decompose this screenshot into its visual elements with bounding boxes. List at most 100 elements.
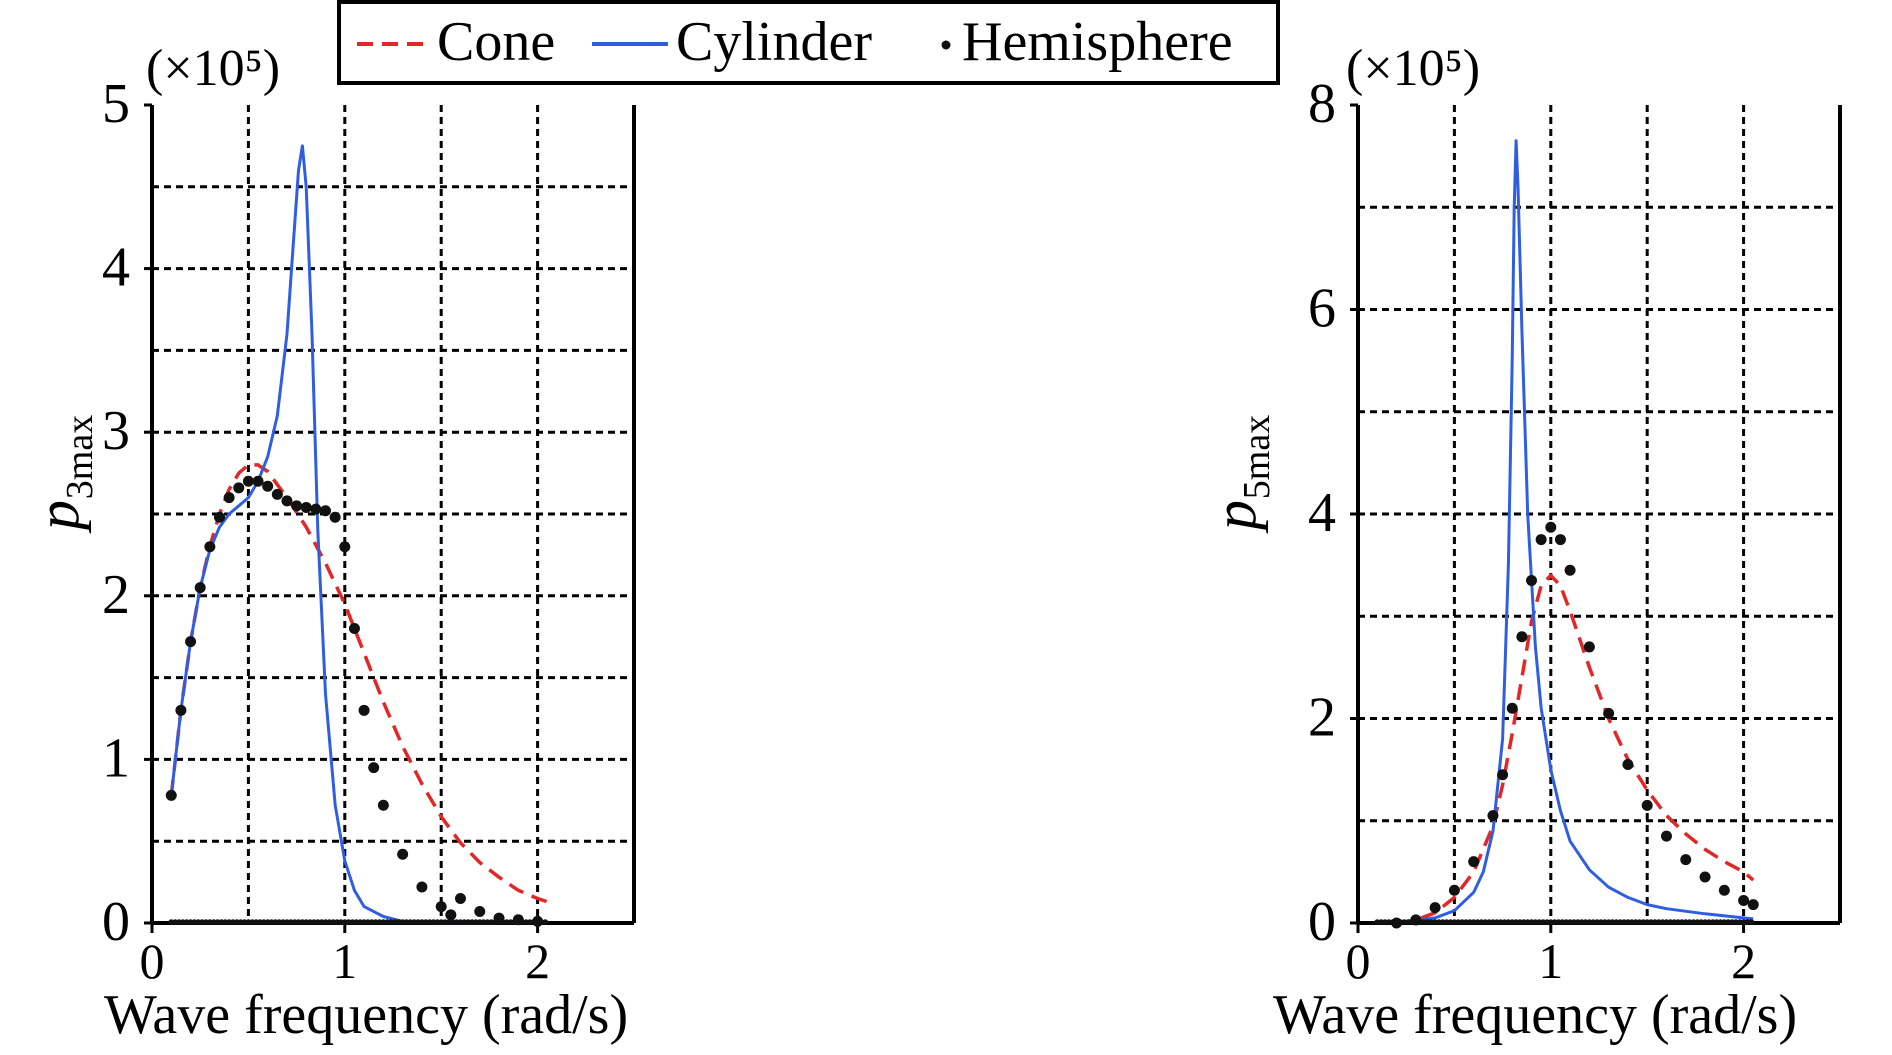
baseline-marker: [1386, 919, 1392, 925]
data-point-hemisphere: [368, 762, 380, 774]
baseline-marker: [326, 919, 333, 925]
x-tick-label: 0: [1346, 933, 1371, 989]
baseline-marker: [249, 919, 256, 925]
legend-hemisphere-swatch: [941, 40, 951, 50]
baseline-marker: [168, 919, 175, 925]
data-point-hemisphere: [233, 482, 245, 494]
baseline-marker: [1509, 919, 1516, 925]
data-point-hemisphere: [348, 623, 360, 635]
data-point-hemisphere: [320, 505, 332, 517]
baseline-marker: [465, 919, 471, 925]
baseline-marker: [1478, 919, 1485, 925]
baseline-marker: [457, 919, 464, 925]
data-point-hemisphere: [329, 511, 341, 523]
data-point-hemisphere: [1699, 871, 1711, 883]
legend-hemisphere-label: Hemisphere: [962, 11, 1233, 73]
baseline-marker: [380, 919, 387, 925]
chart-p5max: (×10⁵) Wave frequency (rad/s) p 5max 0 1 2…: [1202, 40, 1842, 1046]
baseline-marker: [1470, 919, 1477, 925]
baseline-marker: [1494, 919, 1500, 925]
y-tick-label: 6: [1308, 278, 1336, 340]
data-point-hemisphere: [454, 892, 466, 904]
baseline-marker: [245, 919, 252, 925]
chart-p3max-ylabel-main: p: [25, 500, 91, 534]
baseline-marker: [438, 919, 445, 925]
data-point-hemisphere: [271, 488, 283, 500]
baseline-marker: [1432, 919, 1438, 925]
chart-p5max-grid: [1358, 105, 1840, 923]
x-tick-label: 1: [1538, 933, 1563, 989]
baseline-marker: [403, 919, 410, 925]
baseline-marker: [419, 919, 425, 925]
baseline-marker: [349, 919, 356, 925]
data-point-hemisphere: [1660, 830, 1672, 842]
chart-p3max-multiplier: (×10⁵): [146, 40, 280, 97]
data-point-hemisphere: [310, 503, 322, 515]
baseline-marker: [1401, 919, 1408, 925]
series-line-cylinder: [169, 144, 499, 925]
data-point-hemisphere: [291, 500, 303, 512]
data-point-hemisphere: [175, 704, 187, 716]
baseline-marker: [318, 919, 325, 925]
baseline-marker: [1636, 919, 1643, 925]
baseline-marker: [507, 919, 514, 925]
baseline-marker: [1416, 919, 1423, 925]
baseline-marker: [1682, 919, 1689, 925]
data-point-hemisphere: [1747, 899, 1759, 911]
baseline-marker: [1679, 919, 1685, 925]
baseline-marker: [257, 919, 263, 925]
data-point-hemisphere: [397, 848, 409, 860]
baseline-marker: [1690, 919, 1697, 925]
baseline-marker: [1663, 919, 1670, 925]
chart-p5max-ylabel-main: p: [1202, 500, 1268, 534]
baseline-marker: [226, 919, 232, 925]
baseline-marker: [415, 919, 421, 925]
baseline-marker: [1736, 919, 1743, 925]
baseline-marker: [291, 919, 298, 925]
baseline-marker: [1436, 919, 1442, 925]
baseline-marker: [1374, 919, 1381, 925]
baseline-marker: [199, 919, 205, 925]
baseline-marker: [411, 919, 418, 925]
data-point-hemisphere: [1641, 799, 1653, 811]
baseline-marker: [280, 919, 286, 925]
data-point-hemisphere: [262, 480, 274, 492]
baseline-marker: [511, 919, 518, 925]
baseline-marker: [272, 919, 279, 925]
baseline-marker: [1443, 919, 1450, 925]
baseline-marker: [1659, 919, 1666, 925]
baseline-marker: [492, 919, 498, 925]
data-point-hemisphere: [416, 881, 428, 893]
data-point-hemisphere: [1583, 641, 1595, 653]
baseline-marker: [230, 919, 236, 925]
data-point-hemisphere: [204, 541, 216, 553]
y-tick-label: 2: [1308, 687, 1336, 749]
baseline-marker: [295, 919, 302, 925]
baseline-marker: [1694, 919, 1701, 925]
baseline-marker: [1486, 919, 1492, 925]
baseline-marker: [1640, 919, 1647, 925]
baseline-marker: [234, 919, 240, 925]
baseline-marker: [1397, 919, 1404, 925]
baseline-marker: [1632, 919, 1639, 925]
baseline-marker: [523, 919, 529, 925]
baseline-marker: [1482, 919, 1489, 925]
baseline-marker: [1524, 919, 1531, 925]
baseline-marker: [1451, 919, 1458, 925]
baseline-marker: [399, 919, 406, 925]
baseline-marker: [473, 919, 479, 925]
baseline-marker: [203, 919, 209, 925]
baseline-marker: [322, 919, 329, 925]
baseline-marker: [392, 919, 398, 925]
baseline-marker: [422, 919, 429, 925]
baseline-marker: [222, 919, 229, 925]
baseline-marker: [1393, 919, 1400, 925]
baseline-marker: [1559, 919, 1566, 925]
data-point-hemisphere: [1603, 707, 1615, 719]
chart-p3max-ylabel: p 3max: [25, 415, 101, 534]
series-hemisphere: [165, 475, 544, 927]
baseline-marker: [1582, 919, 1589, 925]
baseline-marker: [1490, 919, 1496, 925]
data-point-hemisphere: [281, 495, 293, 507]
